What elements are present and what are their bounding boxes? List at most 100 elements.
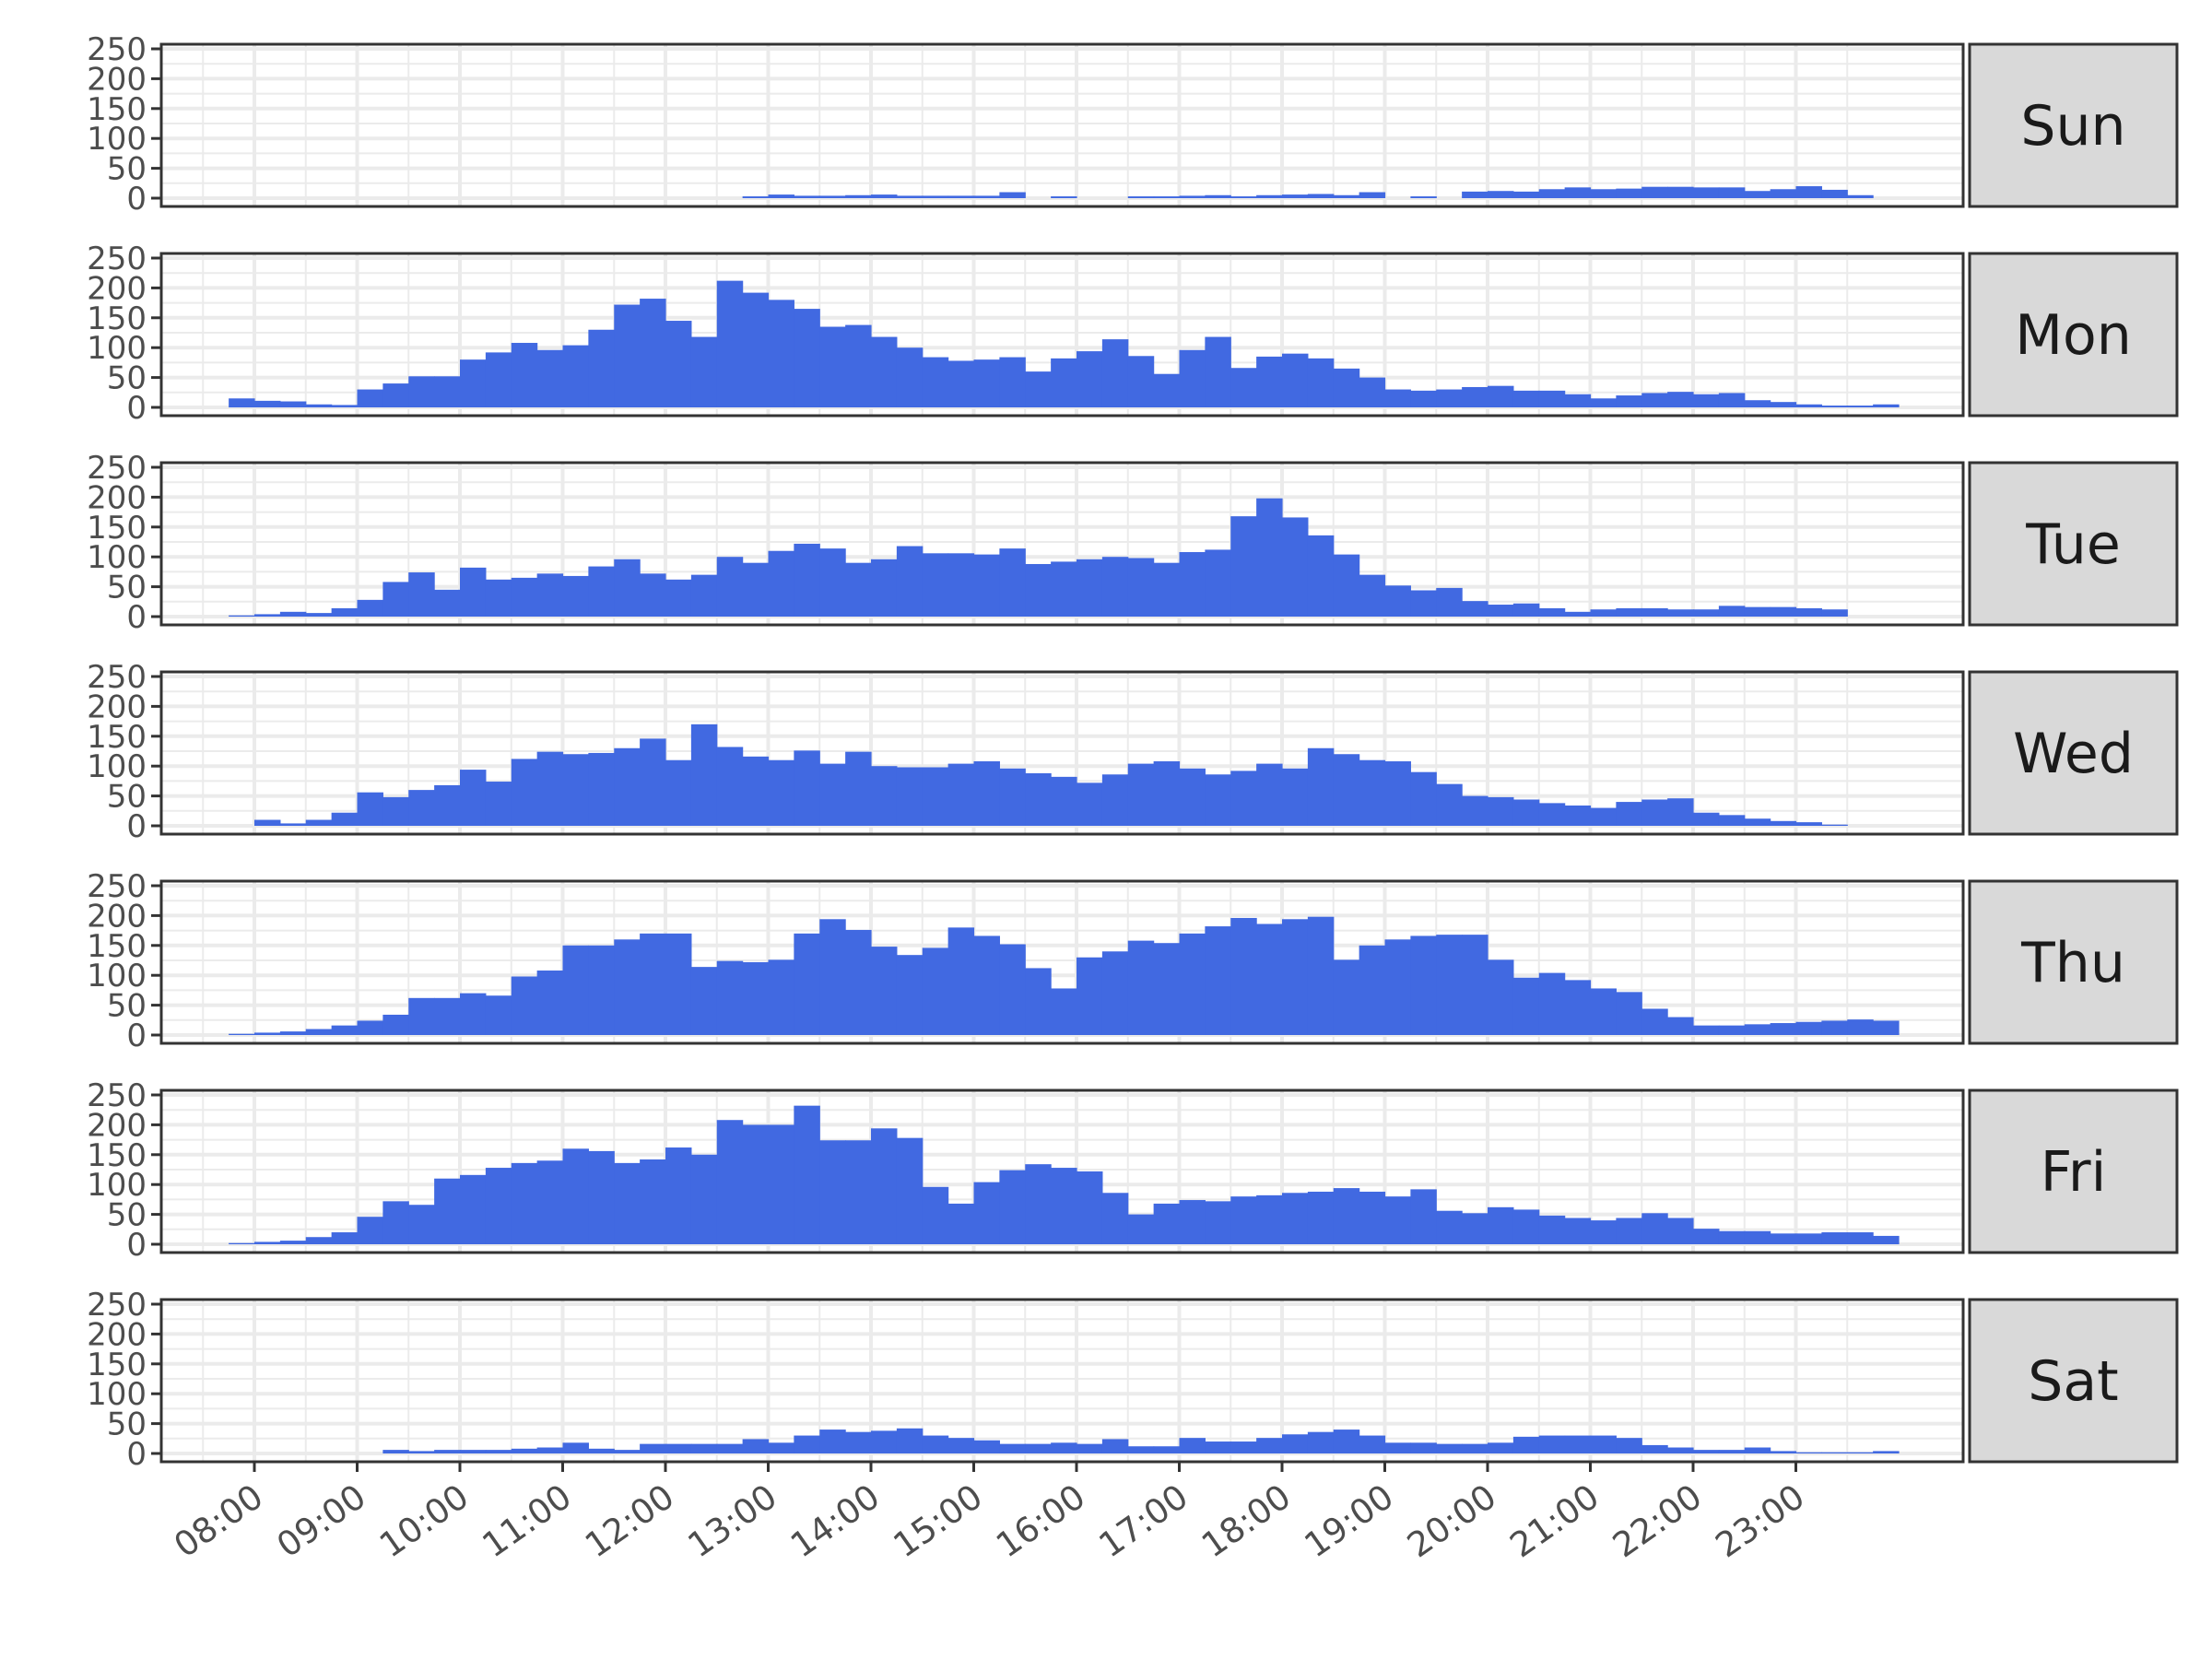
histogram-bar [896,195,924,198]
histogram-bar [999,1170,1026,1244]
histogram-bar [1488,959,1514,1035]
histogram-bar [1693,1025,1720,1035]
histogram-bar [382,1014,409,1035]
histogram-bar [1179,1438,1206,1453]
histogram-bar [947,195,975,198]
y-tick-label: 150 [87,510,147,547]
histogram-bar [1512,603,1540,617]
histogram-bar [357,599,383,617]
histogram-bar [1744,191,1771,198]
histogram-bar [1512,1436,1540,1453]
y-tick-label: 50 [107,360,147,397]
y-tick-label: 250 [87,1077,147,1114]
histogram-bar [1230,917,1257,1035]
panel-border [159,252,1965,418]
histogram-bar [1538,1435,1566,1453]
histogram-bar [1333,959,1360,1035]
histogram-bar [1847,1232,1874,1244]
histogram-bar [640,1159,666,1244]
histogram-bar [640,299,666,407]
histogram-bar [485,1168,512,1244]
histogram-bar [1230,771,1257,826]
histogram-bar [690,574,718,617]
y-tick-label: 150 [87,300,147,337]
histogram-bar [1051,196,1077,198]
histogram-bar [819,548,846,617]
histogram-bar [1051,776,1077,826]
histogram-bar [845,324,872,407]
histogram-bar [1127,1446,1155,1453]
histogram-bar [1256,356,1283,407]
histogram-bar [1410,590,1437,617]
histogram-bar [331,1025,359,1035]
histogram-bar [819,195,846,198]
histogram-bar [1564,1435,1592,1453]
histogram-bar [794,1435,820,1453]
histogram-bar [1795,1233,1822,1244]
facet-strip [1968,879,2179,1045]
histogram-bar [1462,386,1488,407]
histogram-bar [1770,820,1797,826]
y-tick-label: 200 [87,270,147,307]
histogram-bar [305,613,333,617]
x-tick-label: 23:00 [1709,1477,1812,1565]
y-tick-label: 200 [87,688,147,725]
histogram-bar [279,823,307,826]
histogram-bar [1025,772,1052,826]
histogram-bar [640,933,666,1035]
histogram-bar [1590,609,1617,617]
histogram-bar [1693,394,1720,407]
histogram-bar [434,376,461,407]
histogram-bar [665,759,692,826]
histogram-bar [640,573,666,617]
histogram-bar [357,389,383,407]
histogram-bar [536,349,564,407]
histogram-bar [1307,916,1335,1035]
histogram-bar [1821,189,1848,198]
histogram-bar [845,751,872,826]
y-tick-label: 250 [87,241,147,277]
histogram-bar [1384,1442,1411,1453]
histogram-bar [871,766,898,826]
y-tick-label: 50 [107,570,147,606]
y-tick-label: 150 [87,928,147,965]
histogram-bar [1436,1210,1463,1244]
histogram-bar [1512,390,1540,407]
histogram-bar [254,1032,281,1035]
histogram-bar [973,554,1000,617]
histogram-bar [1101,774,1129,826]
histogram-bar [536,1447,564,1453]
histogram-bar [408,1205,435,1244]
histogram-bar [536,751,564,826]
histogram-bar [1101,1439,1129,1453]
y-tick-label: 100 [87,1167,147,1204]
histogram-bar [1667,392,1694,407]
histogram-bar [1127,763,1155,826]
histogram-bar [871,336,898,407]
y-tick-label: 100 [87,330,147,367]
histogram-bar [1873,1235,1900,1244]
histogram-bar [1667,609,1694,617]
histogram-bar [973,761,1000,826]
histogram-bar [1359,377,1386,407]
histogram-bar [1230,1196,1257,1244]
histogram-bar [408,1451,435,1453]
histogram-bar [1718,815,1746,826]
histogram-bar [922,767,949,826]
histogram-bar [1333,754,1360,826]
histogram-bar [588,329,615,407]
histogram-bar [947,1438,975,1453]
histogram-bar [408,572,435,617]
panel-border [159,1298,1965,1464]
x-tick-label: 18:00 [1194,1477,1298,1565]
histogram-bar [331,812,359,826]
histogram-bar [1590,398,1617,407]
facet-strip [1968,1088,2179,1254]
histogram-bar [973,1182,1000,1244]
histogram-bar [1153,761,1181,826]
histogram-bar [229,1033,255,1035]
histogram-bar [1564,394,1592,407]
facet-strip-label: Thu [2020,931,2125,995]
histogram-bar [1307,358,1335,407]
